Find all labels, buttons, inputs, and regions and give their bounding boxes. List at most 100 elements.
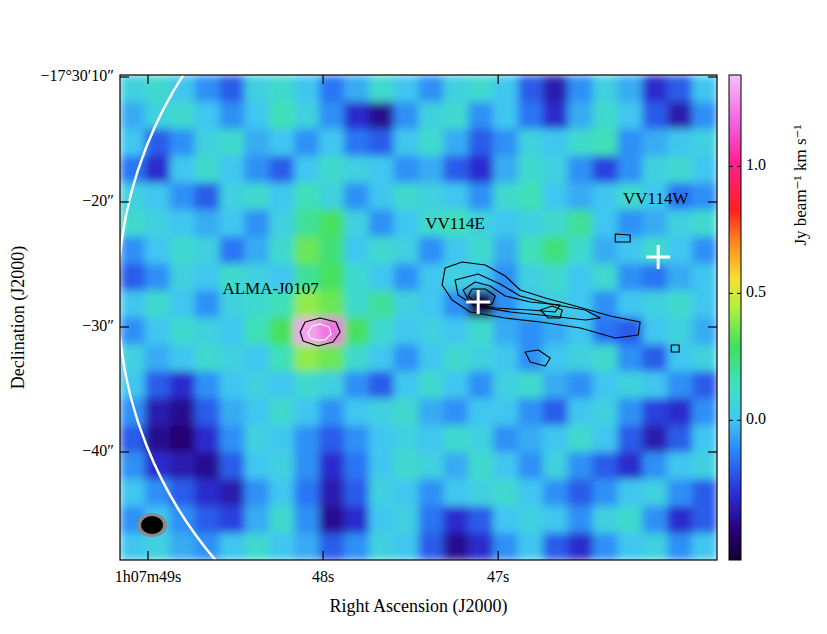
heatmap-cell <box>120 452 145 480</box>
heatmap-cell <box>543 156 568 184</box>
heatmap-cell <box>369 156 394 184</box>
heatmap-cell <box>419 398 444 426</box>
heatmap-cell <box>543 75 568 103</box>
heatmap-cell <box>593 102 618 130</box>
heatmap-cell <box>593 533 618 560</box>
heatmap-cell <box>394 183 419 211</box>
heatmap-cell <box>543 183 568 211</box>
heatmap-cell <box>667 237 692 265</box>
heatmap-cell <box>443 102 468 130</box>
heatmap-cell <box>493 344 518 372</box>
annotation: ALMA-J0107 <box>222 279 319 298</box>
colorbar-tick <box>729 293 733 294</box>
heatmap-cell <box>220 344 245 372</box>
heatmap-cell <box>518 210 543 238</box>
heatmap-cell <box>369 210 394 238</box>
heatmap-cell <box>419 318 444 346</box>
heatmap-cell <box>618 452 643 480</box>
heatmap-cell <box>394 344 419 372</box>
colorbar-tick <box>737 420 741 421</box>
heatmap-cell <box>369 264 394 292</box>
heatmap-cell <box>692 398 717 426</box>
heatmap-cell <box>568 183 593 211</box>
field-edge <box>120 75 717 560</box>
heatmap-cell <box>269 344 294 372</box>
heatmap-cell <box>568 156 593 184</box>
heatmap-cell <box>642 291 667 319</box>
heatmap-cell <box>568 264 593 292</box>
heatmap-cell <box>593 210 618 238</box>
heatmap-cell <box>394 75 419 103</box>
heatmap-cell <box>170 264 195 292</box>
x-tick <box>322 75 323 84</box>
chart: ALMA-J0107VV114EVV114W1h07m49s48s47s−17°… <box>0 0 827 634</box>
heatmap-cell <box>145 156 170 184</box>
heatmap-cell <box>468 102 493 130</box>
heatmap-cell <box>369 452 394 480</box>
heatmap-cell <box>195 291 220 319</box>
heatmap-cell <box>667 479 692 507</box>
heatmap-cell <box>493 75 518 103</box>
heatmap-cell <box>518 479 543 507</box>
y-tick <box>120 76 129 77</box>
heatmap-cell <box>294 237 319 265</box>
heatmap-cell <box>195 479 220 507</box>
heatmap-cell <box>344 398 369 426</box>
heatmap-cell <box>344 452 369 480</box>
heatmap-cell <box>593 452 618 480</box>
colorbar-tick <box>729 166 733 167</box>
heatmap-cell <box>244 102 269 130</box>
heatmap-cell <box>269 425 294 453</box>
heatmap-cell <box>518 156 543 184</box>
heatmap-cell <box>195 156 220 184</box>
heatmap-cell <box>443 533 468 560</box>
heatmap-cell <box>642 210 667 238</box>
heatmap-cell <box>568 371 593 399</box>
heatmap-cell <box>269 452 294 480</box>
heatmap-cell <box>468 318 493 346</box>
heatmap-cell <box>269 210 294 238</box>
heatmap-cell <box>344 533 369 560</box>
heatmap-cell <box>618 264 643 292</box>
y-tick-label: −40″ <box>82 442 114 459</box>
heatmap-cell <box>419 183 444 211</box>
heatmap-cell <box>369 506 394 534</box>
heatmap-cell <box>443 398 468 426</box>
heatmap-cell <box>468 183 493 211</box>
x-tick-label: 47s <box>487 568 509 585</box>
heatmap-cell <box>220 398 245 426</box>
heatmap-cell <box>419 371 444 399</box>
heatmap-cell <box>593 75 618 103</box>
heatmap-cell <box>369 129 394 157</box>
heatmap-cell <box>667 452 692 480</box>
heatmap-cell <box>369 75 394 103</box>
heatmap-cell <box>244 183 269 211</box>
heatmap-cells <box>120 75 717 560</box>
heatmap-cell <box>419 129 444 157</box>
heatmap-cell <box>319 398 344 426</box>
heatmap-cell <box>543 533 568 560</box>
heatmap-cell <box>394 291 419 319</box>
heatmap-cell <box>493 318 518 346</box>
heatmap-cell <box>692 183 717 211</box>
heatmap-cell <box>369 183 394 211</box>
heatmap-cell <box>468 129 493 157</box>
heatmap-cell <box>518 102 543 130</box>
heatmap-cell <box>667 506 692 534</box>
heatmap-cell <box>468 75 493 103</box>
heatmap-cell <box>319 129 344 157</box>
heatmap-cell <box>294 183 319 211</box>
heatmap-cell <box>344 264 369 292</box>
heatmap-cell <box>493 156 518 184</box>
heatmap-cell <box>195 183 220 211</box>
heatmap-cell <box>667 129 692 157</box>
colorbar-tick-label: 0.5 <box>746 283 766 300</box>
heatmap-cell <box>344 344 369 372</box>
heatmap-cell <box>120 533 145 560</box>
heatmap-cell <box>269 156 294 184</box>
heatmap-cell <box>419 533 444 560</box>
heatmap-cell <box>443 129 468 157</box>
heatmap-cell <box>120 129 145 157</box>
heatmap-cell <box>269 506 294 534</box>
heatmap-cell <box>220 237 245 265</box>
